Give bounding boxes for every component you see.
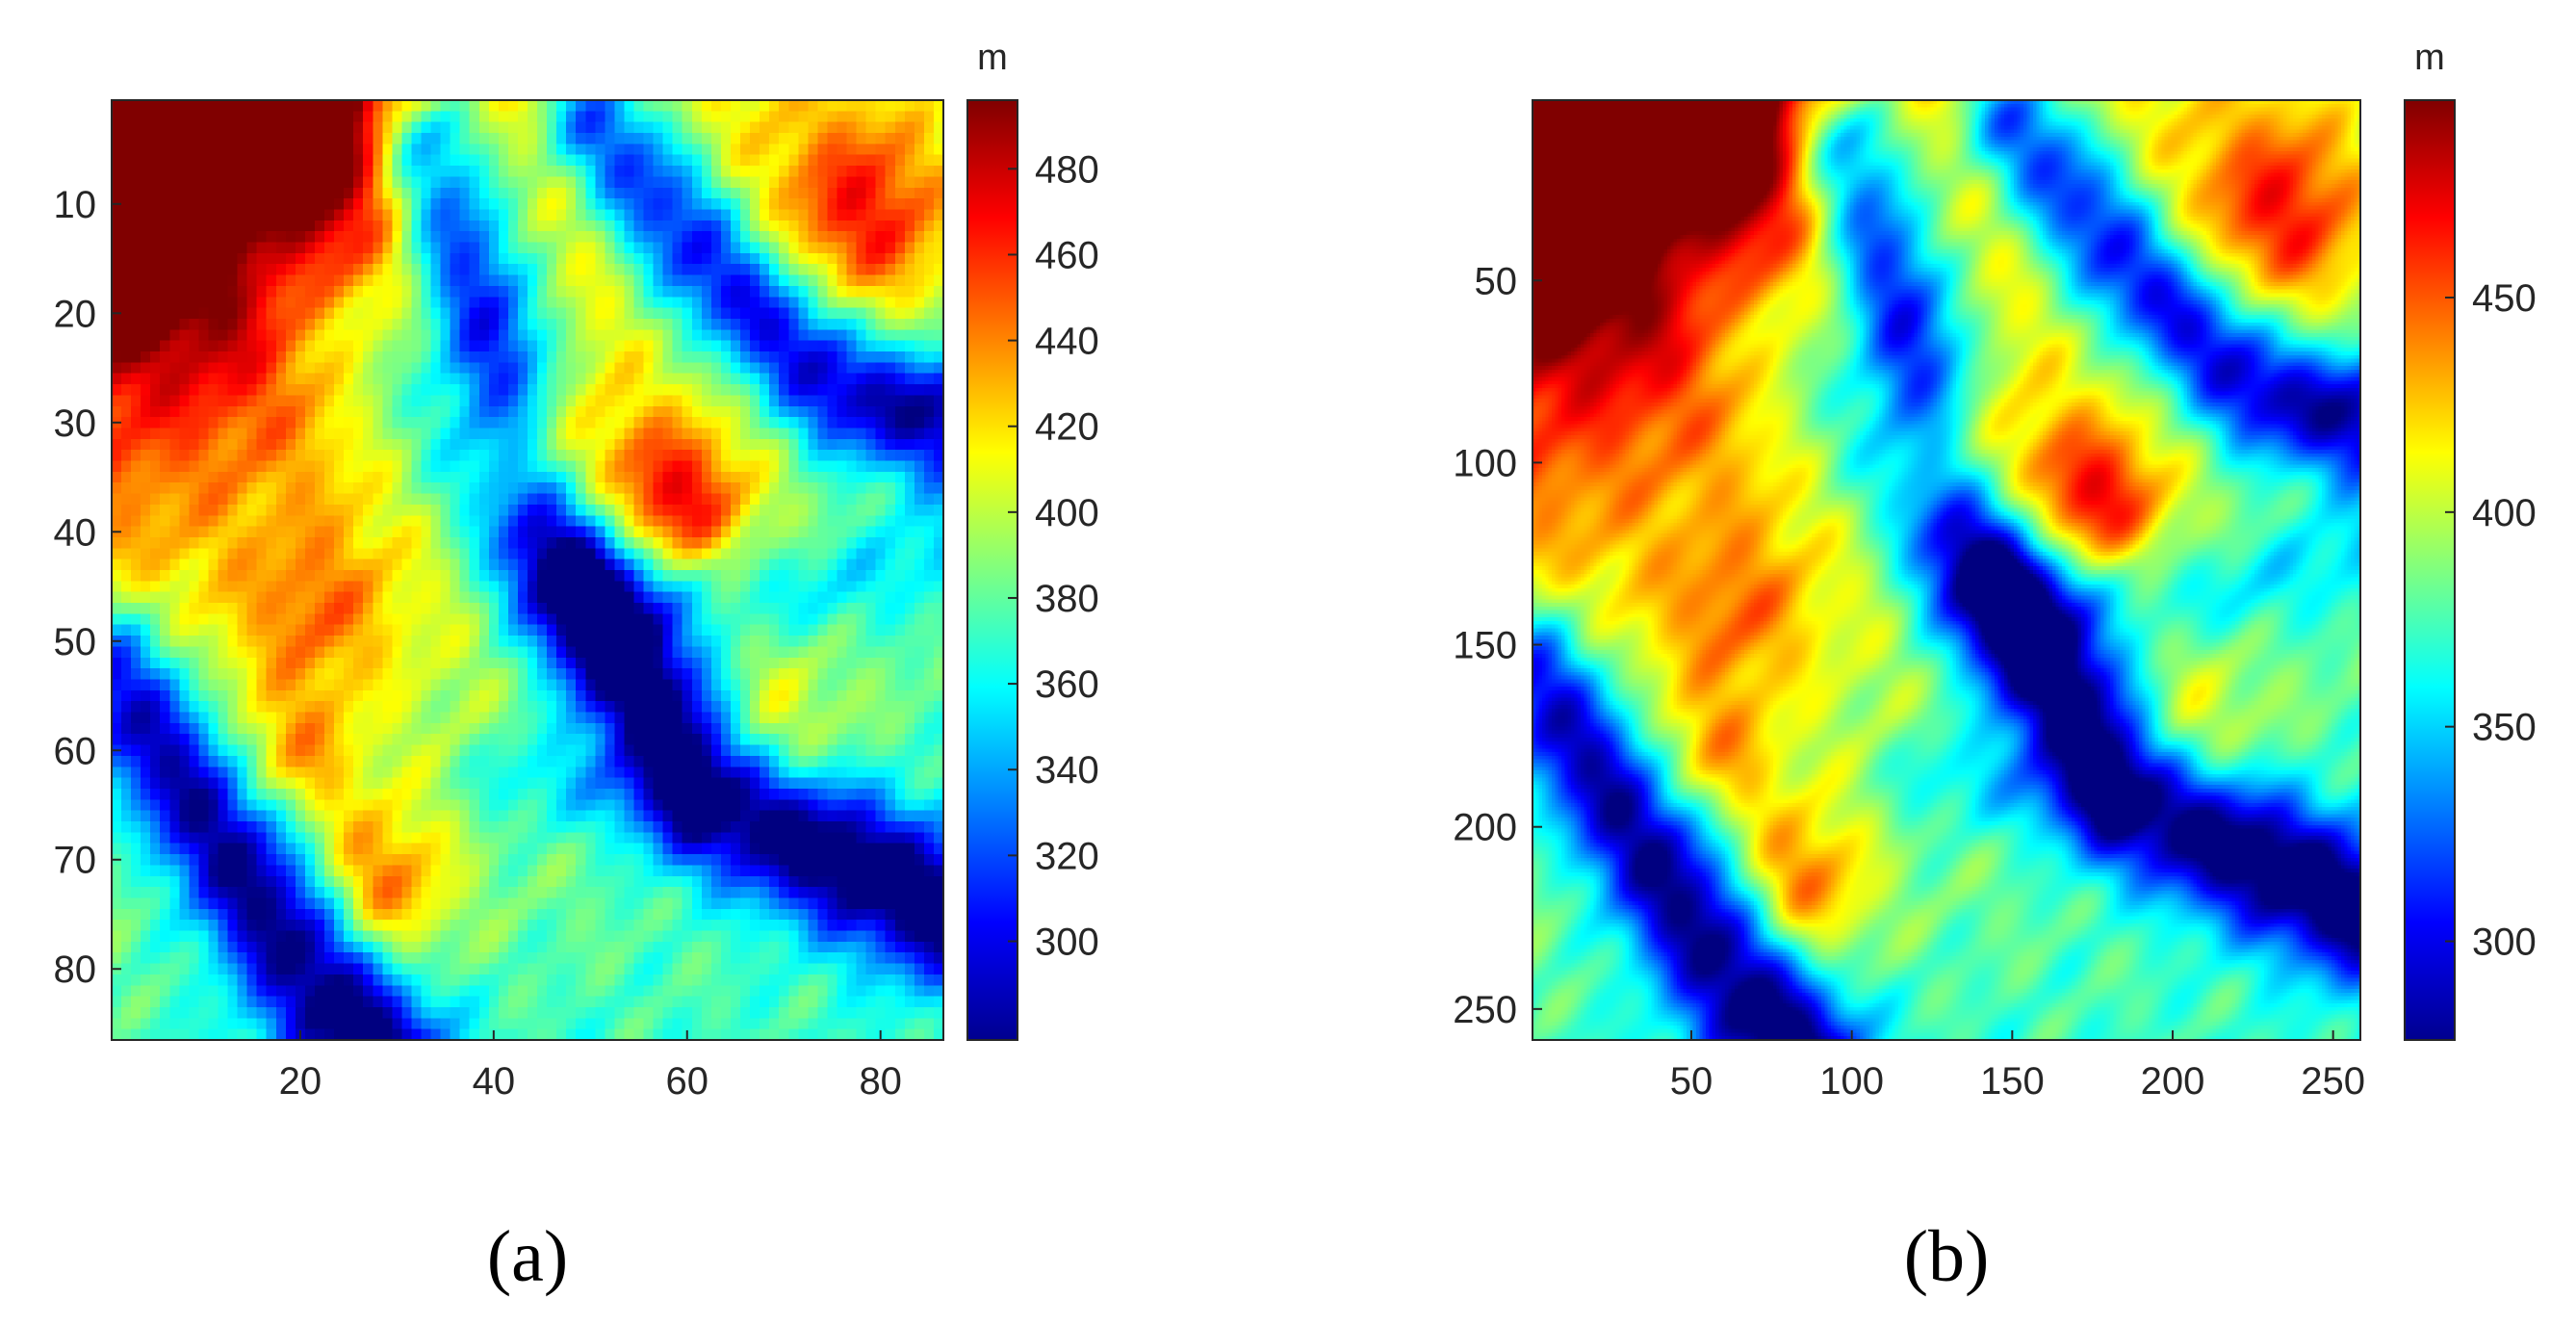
colorbar-tick-label-a: 420 bbox=[1035, 406, 1099, 449]
x-tick-label-b: 200 bbox=[2141, 1060, 2205, 1103]
colorbar-tick-label-a: 400 bbox=[1035, 492, 1099, 534]
y-tick-label-b: 150 bbox=[1453, 625, 1517, 667]
x-tick-label-b: 100 bbox=[1819, 1060, 1884, 1103]
colorbar-tick-label-a: 440 bbox=[1035, 321, 1099, 363]
chart-a: 20 40 60 80 10 20 30 40 50 60 70 80 300 320 340 360 38… bbox=[54, 38, 1099, 1297]
x-ticks-a: 20 40 60 80 bbox=[279, 1030, 902, 1103]
x-ticks-b: 50 100 150 200 250 bbox=[1670, 1030, 2365, 1103]
x-tick-label-b: 50 bbox=[1670, 1060, 1713, 1103]
colorbar-tick-label-a: 340 bbox=[1035, 749, 1099, 792]
y-ticks-a: 10 20 30 40 50 60 70 80 bbox=[54, 184, 121, 991]
y-tick-label-b: 100 bbox=[1453, 442, 1517, 484]
heatmap-b bbox=[1533, 100, 2360, 1040]
x-tick-label-b: 250 bbox=[2301, 1060, 2365, 1103]
panel-label-a: (a) bbox=[487, 1216, 568, 1297]
x-tick-label-a: 80 bbox=[859, 1060, 902, 1103]
colorbar-ticks-a: 300 320 340 360 380 400 420 440 460 480 bbox=[1008, 148, 1099, 963]
colorbar-tick-label-a: 360 bbox=[1035, 663, 1099, 706]
plot-frame-b bbox=[1532, 99, 2361, 1041]
colorbar-unit-b: m bbox=[2414, 38, 2445, 78]
y-tick-label-a: 70 bbox=[54, 840, 97, 882]
colorbar-a bbox=[966, 99, 1018, 1041]
heatmap-a bbox=[112, 100, 943, 1040]
x-tick-label-a: 60 bbox=[666, 1060, 709, 1103]
y-tick-label-a: 40 bbox=[54, 511, 97, 554]
y-tick-label-b: 250 bbox=[1453, 989, 1517, 1031]
y-tick-label-a: 80 bbox=[54, 948, 97, 991]
colorbar-tick-label-b: 350 bbox=[2472, 707, 2537, 749]
panel-label-b: (b) bbox=[1904, 1216, 1990, 1297]
colorbar-unit-a: m bbox=[977, 38, 1008, 78]
colorbar-tick-label-a: 480 bbox=[1035, 148, 1099, 191]
x-tick-label-a: 40 bbox=[473, 1060, 516, 1103]
chart-b: 50 100 150 200 250 50 100 150 200 250 300 350 400 4… bbox=[1453, 38, 2537, 1297]
colorbar-tick-label-b: 450 bbox=[2472, 277, 2537, 320]
y-ticks-b: 50 100 150 200 250 bbox=[1453, 260, 1542, 1031]
colorbar-tick-label-a: 380 bbox=[1035, 578, 1099, 620]
y-tick-label-a: 20 bbox=[54, 293, 97, 335]
x-tick-label-b: 150 bbox=[1980, 1060, 2045, 1103]
colorbar-tick-label-b: 300 bbox=[2472, 921, 2537, 963]
plot-frame-a bbox=[111, 99, 944, 1041]
x-tick-label-a: 20 bbox=[279, 1060, 322, 1103]
y-tick-label-a: 50 bbox=[54, 621, 97, 663]
y-tick-label-a: 30 bbox=[54, 403, 97, 445]
y-tick-label-b: 50 bbox=[1475, 260, 1518, 302]
y-tick-label-b: 200 bbox=[1453, 807, 1517, 849]
colorbar-tick-label-b: 400 bbox=[2472, 492, 2537, 534]
colorbar-ticks-b: 300 350 400 450 bbox=[2445, 277, 2537, 963]
colorbar-tick-label-a: 320 bbox=[1035, 835, 1099, 877]
colorbar-b bbox=[2404, 99, 2456, 1041]
colorbar-tick-label-a: 300 bbox=[1035, 921, 1099, 963]
colorbar-tick-label-a: 460 bbox=[1035, 234, 1099, 276]
y-tick-label-a: 10 bbox=[54, 184, 97, 226]
y-tick-label-a: 60 bbox=[54, 730, 97, 772]
